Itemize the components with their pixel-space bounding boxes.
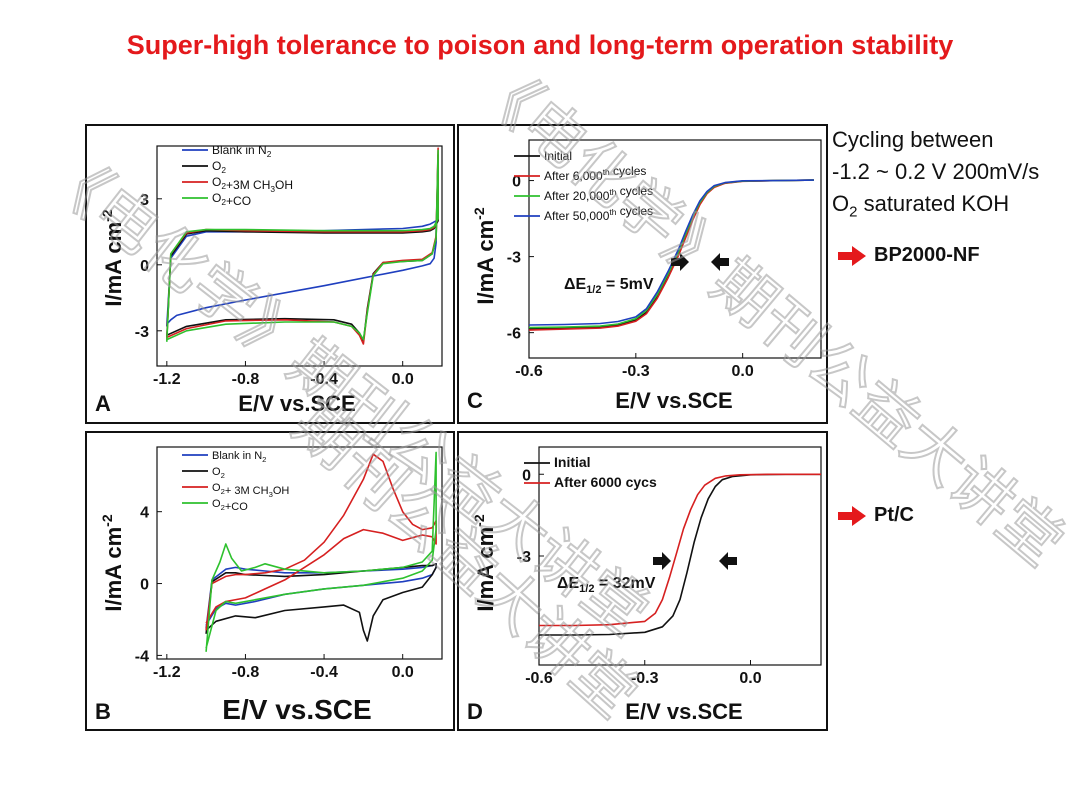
catalyst-label-ptc: Pt/C	[874, 504, 914, 526]
y-axis-title-b: I/mA cm-2	[99, 514, 126, 611]
x-tick-label-d: -0.3	[631, 670, 659, 687]
y-tick-label-b: 4	[140, 505, 149, 522]
y-tick-label-d: 0	[522, 467, 531, 484]
series-line-d-0	[539, 473, 821, 636]
slide-title: Super-high tolerance to poison and long-…	[126, 30, 954, 60]
series-line-c-3	[528, 179, 814, 326]
x-tick-label-a: -0.8	[232, 371, 260, 388]
y-axis-title-a: I/mA cm-2	[99, 209, 126, 306]
arrow-right-icon	[653, 552, 671, 570]
legend-label-c: After 50,000th cycles	[544, 204, 653, 223]
arrow-left-icon	[711, 253, 729, 271]
y-tick-label-b: -4	[135, 648, 149, 665]
legend-label-c: Initial	[544, 149, 572, 163]
legend-label-d: Initial	[554, 454, 591, 470]
panel-label-d: D	[467, 699, 483, 724]
chart-panel-a: -1.2 -0.8 -0.4 0.0 -3 0 3 Blank in N2 O2 O2+3M CH…	[85, 124, 455, 424]
x-tick-label-a: 0.0	[392, 371, 414, 388]
x-tick-label-b: -0.4	[310, 664, 338, 681]
legend-label-b: O2+ 3M CH3OH	[212, 482, 289, 499]
arrow-left-icon	[719, 552, 737, 570]
o2-label: O	[832, 191, 850, 216]
y-tick-label-a: 3	[140, 192, 149, 209]
series-line-b-3	[205, 451, 437, 652]
plot-area-c	[528, 139, 822, 359]
x-axis-title-a: E/V vs.SCE	[238, 391, 355, 416]
catalyst-tag-ptc: Pt/C	[838, 504, 914, 527]
chart-b-svg: -1.2 -0.8 -0.4 0.0 -4 0 4 Blank in N2 O2 O2+ 3M C…	[95, 446, 443, 725]
catalyst-tag-bp2000: BP2000-NF	[838, 244, 980, 267]
delta-e-label-c: ΔE1/2 = 5mV	[564, 276, 654, 296]
legend-label-a: Blank in N2	[212, 143, 272, 159]
series-line-a-3	[166, 149, 439, 342]
x-tick-label-d: 0.0	[739, 670, 761, 687]
koh-label: saturated KOH	[857, 191, 1010, 216]
conditions-line-1: Cycling between	[832, 127, 994, 152]
y-tick-label-d: -3	[517, 549, 531, 566]
y-tick-label-c: -6	[507, 326, 521, 343]
series-line-b-1	[205, 563, 437, 642]
legend-label-c: After 6,000th cycles	[544, 164, 646, 183]
series-line-a-0	[166, 220, 437, 327]
chart-d-svg: -0.6 -0.3 0.0 -3 0 Initial After 6000 cycs ΔE1/…	[467, 446, 822, 724]
legend-label-a: O2+CO	[212, 191, 251, 208]
panel-label-b: B	[95, 699, 111, 724]
legend-label-b: Blank in N2	[212, 450, 266, 464]
chart-panel-b: -1.2 -0.8 -0.4 0.0 -4 0 4 Blank in N2 O2 O2+ 3M C…	[85, 431, 455, 731]
series-line-d-1	[539, 473, 821, 627]
arrow-right-icon	[671, 253, 689, 271]
x-tick-label-b: 0.0	[392, 664, 414, 681]
legend-label-b: O2+CO	[212, 498, 248, 513]
legend-label-a: O2+3M CH3OH	[212, 175, 293, 194]
delta-e-label-d: ΔE1/2 = 32mV	[557, 575, 656, 595]
y-axis-title-d: I/mA cm-2	[471, 514, 498, 611]
legend-label-b: O2	[212, 466, 225, 480]
conditions-line-3: O2 saturated KOH	[832, 188, 1039, 228]
series-line-b-2	[205, 453, 437, 631]
x-tick-label-b: -1.2	[153, 664, 181, 681]
x-tick-label-c: 0.0	[732, 363, 754, 380]
x-tick-label-a: -1.2	[153, 371, 181, 388]
plot-area-b	[156, 446, 443, 660]
legend-label-a: O2	[212, 159, 226, 175]
y-tick-label-a: 0	[140, 258, 149, 275]
y-tick-label-c: 0	[512, 174, 521, 191]
chart-panel-c: -0.6 -0.3 0.0 -6 -3 0 Initial After 6,000th cyc…	[457, 124, 828, 424]
red-arrow-icon	[838, 505, 866, 526]
panel-label-c: C	[467, 388, 483, 413]
catalyst-label-bp2000: BP2000-NF	[874, 244, 980, 266]
chart-panel-d: -0.6 -0.3 0.0 -3 0 Initial After 6000 cycs ΔE1/…	[457, 431, 828, 731]
legend-label-c: After 20,000th cycles	[544, 184, 653, 203]
y-tick-label-c: -3	[507, 250, 521, 267]
legend-label-d: After 6000 cycs	[554, 474, 657, 490]
y-tick-label-b: 0	[140, 577, 149, 594]
panel-label-a: A	[95, 391, 111, 416]
x-tick-label-c: -0.6	[515, 363, 543, 380]
conditions-line-2: -1.2 ~ 0.2 V 200mV/s	[832, 159, 1040, 184]
x-axis-title-c: E/V vs.SCE	[615, 388, 732, 413]
plot-area-a	[156, 145, 443, 367]
x-axis-title-b: E/V vs.SCE	[222, 694, 371, 725]
conditions-text: Cycling between -1.2 ~ 0.2 V 200mV/s O2 …	[832, 124, 1039, 228]
series-line-a-2	[166, 147, 439, 345]
y-axis-title-c: I/mA cm-2	[471, 207, 498, 304]
o2-subscript: 2	[849, 203, 858, 221]
x-tick-label-c: -0.3	[622, 363, 650, 380]
red-arrow-icon	[838, 245, 866, 266]
x-axis-title-d: E/V vs.SCE	[625, 699, 742, 724]
y-tick-label-a: -3	[135, 324, 149, 341]
x-tick-label-a: -0.4	[310, 371, 338, 388]
x-tick-label-d: -0.6	[525, 670, 553, 687]
x-tick-label-b: -0.8	[232, 664, 260, 681]
